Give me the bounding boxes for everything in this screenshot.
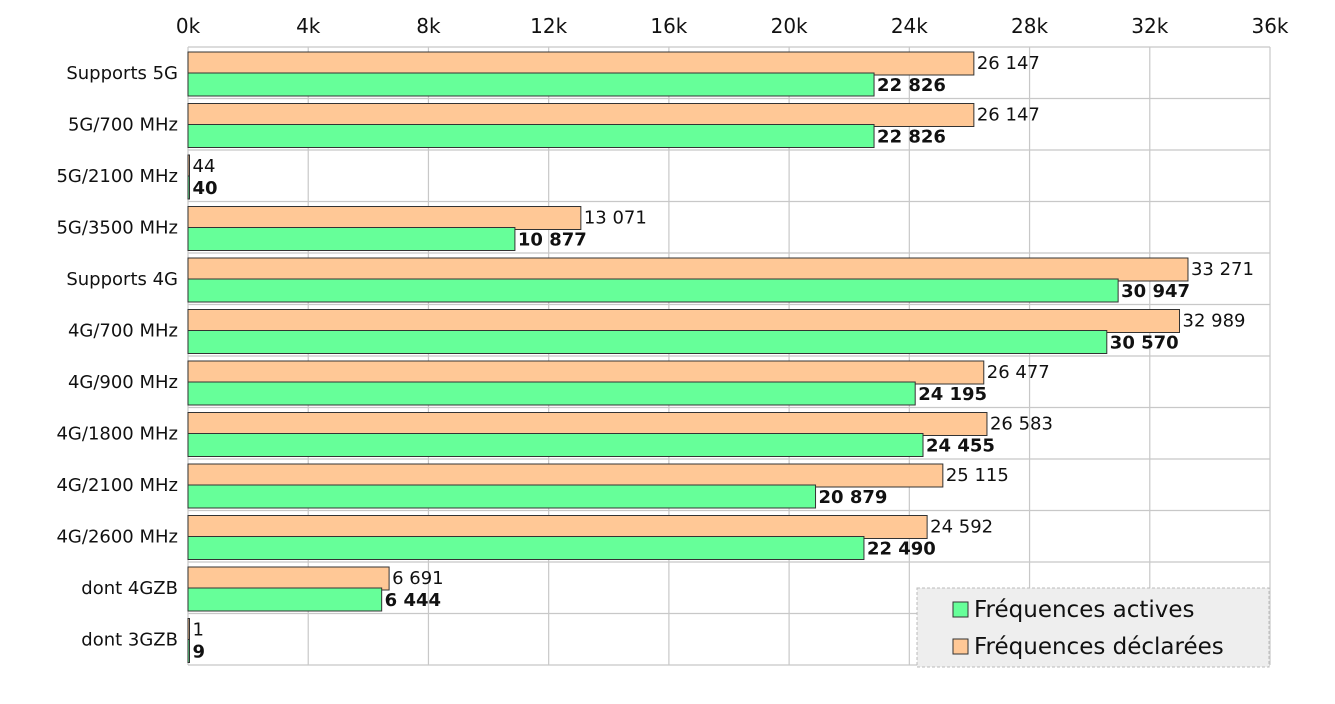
category-label: 4G/2100 MHz [56, 475, 178, 496]
value-label-declarees: 26 477 [987, 362, 1050, 383]
bar-frequences-declarees [187, 309, 1181, 333]
bar-frequences-declarees [187, 566, 390, 591]
bar-frequences-actives [187, 227, 516, 251]
value-label-declarees: 32 989 [1183, 311, 1246, 332]
bar-frequences-actives [187, 484, 817, 509]
legend: Fréquences actives Fréquences déclarées [916, 587, 1270, 668]
bar-frequences-declarees [187, 463, 944, 488]
bar-frequences-actives [187, 536, 865, 560]
value-label-actives: 30 947 [1121, 281, 1190, 302]
value-label-actives: 6 444 [385, 590, 441, 611]
value-label-declarees: 25 115 [946, 465, 1009, 486]
bar-frequences-actives [187, 124, 875, 148]
category-label: 5G/2100 MHz [56, 166, 178, 187]
value-label-actives: 24 455 [926, 436, 995, 457]
category-label: dont 3GZB [81, 629, 178, 650]
value-label-declarees: 26 147 [977, 53, 1040, 74]
bar-frequences-declarees [187, 618, 190, 642]
value-label-declarees: 13 071 [584, 208, 647, 229]
x-tick-label: 4k [296, 14, 321, 38]
value-label-actives: 20 879 [819, 487, 888, 508]
bar-frequences-declarees [187, 103, 975, 127]
legend-box [916, 587, 1270, 668]
bar-frequences-declarees [187, 206, 582, 230]
legend-label: Fréquences actives [974, 597, 1195, 623]
value-label-actives: 22 490 [867, 539, 936, 560]
bar-frequences-actives [187, 587, 383, 612]
category-labels: Supports 5G 5G/700 MHz 5G/2100 MHz 5G/3500 … [56, 63, 178, 651]
value-label-declarees: 1 [193, 620, 204, 641]
category-label: Supports 4G [66, 269, 178, 290]
x-tick-label: 28k [1011, 14, 1048, 38]
category-label: 4G/2600 MHz [56, 526, 178, 547]
category-label: 5G/3500 MHz [56, 217, 178, 238]
value-label-actives: 10 877 [518, 230, 587, 251]
value-label-declarees: 26 583 [990, 414, 1053, 435]
bar-frequences-actives [187, 639, 190, 663]
category-label: 4G/700 MHz [68, 320, 178, 341]
bar-frequences-actives [187, 175, 190, 200]
category-label: 4G/900 MHz [68, 372, 178, 393]
bar-frequences-actives [187, 381, 916, 406]
x-axis-ticks: 0k 4k 8k 12k 16k 20k 24k 28k 32k 36k [176, 14, 1289, 38]
value-label-declarees: 33 271 [1191, 259, 1254, 280]
bar-frequences-declarees [187, 412, 988, 436]
value-label-declarees: 44 [193, 156, 216, 177]
value-label-declarees: 26 147 [977, 105, 1040, 126]
bar-frequences-declarees [187, 51, 975, 76]
value-label-actives: 9 [193, 642, 206, 663]
category-label: 5G/700 MHz [68, 114, 178, 135]
bar-frequences-declarees [187, 360, 985, 385]
bar-frequences-actives [187, 72, 875, 97]
bar-frequences-actives [187, 278, 1119, 303]
value-label-actives: 22 826 [877, 75, 946, 96]
value-label-declarees: 24 592 [930, 517, 993, 538]
value-label-actives: 24 195 [918, 384, 987, 405]
legend-swatch [952, 601, 969, 618]
value-label-actives: 40 [193, 178, 218, 199]
legend-label: Fréquences déclarées [974, 634, 1224, 660]
legend-swatch [952, 638, 969, 655]
x-tick-label: 36k [1251, 14, 1288, 38]
value-label-actives: 30 570 [1110, 333, 1179, 354]
category-label: dont 4GZB [81, 578, 178, 599]
x-tick-label: 16k [650, 14, 687, 38]
bar-frequences-declarees [187, 257, 1189, 282]
bar-frequences-declarees [187, 154, 190, 179]
bars [187, 51, 1189, 663]
value-label-actives: 22 826 [877, 127, 946, 148]
x-tick-label: 0k [176, 14, 201, 38]
bar-frequences-declarees [187, 515, 928, 539]
x-tick-label: 32k [1131, 14, 1168, 38]
x-tick-label: 8k [416, 14, 441, 38]
category-label: 4G/1800 MHz [56, 423, 178, 444]
x-tick-label: 12k [530, 14, 567, 38]
x-tick-label: 20k [771, 14, 808, 38]
category-label: Supports 5G [66, 63, 178, 84]
bar-frequences-actives [187, 330, 1108, 354]
x-tick-label: 24k [891, 14, 928, 38]
value-label-declarees: 6 691 [392, 568, 444, 589]
bar-frequences-actives [187, 433, 924, 457]
